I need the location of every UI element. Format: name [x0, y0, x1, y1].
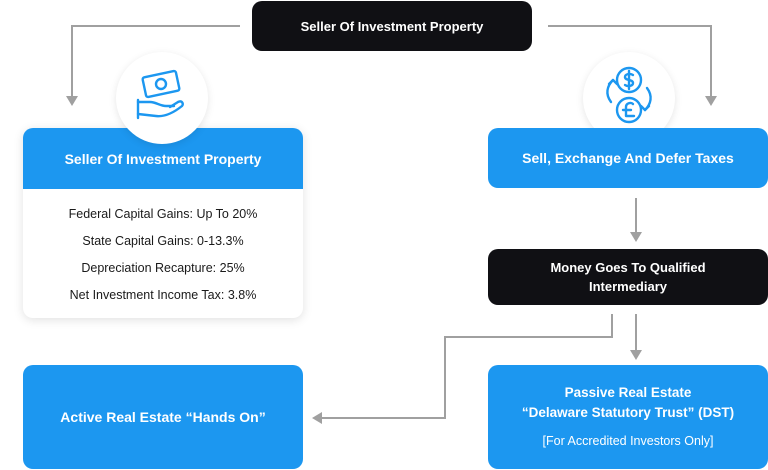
exchange-label: Sell, Exchange And Defer Taxes — [522, 150, 734, 166]
active-label: Active Real Estate “Hands On” — [60, 409, 266, 425]
tax-line-depreciation: Depreciation Recapture: 25% — [81, 261, 245, 275]
passive-line-2: “Delaware Statutory Trust” (DST) — [521, 405, 735, 420]
passive-line-1: Passive Real Estate — [564, 385, 692, 400]
intermediary-label: Money Goes To Qualified Intermediary — [550, 260, 706, 294]
tax-line-niit: Net Investment Income Tax: 3.8% — [69, 288, 257, 302]
tax-line-federal: Federal Capital Gains: Up To 20% — [68, 207, 258, 221]
arrowhead-active — [312, 412, 322, 424]
seller-card: Seller Of Investment Property Federal Ca… — [23, 128, 303, 318]
seller-top-label: Seller Of Investment Property — [300, 18, 484, 34]
arrow-intermediary-to-active — [322, 314, 613, 419]
seller-top-box: Seller Of Investment Property — [252, 1, 532, 51]
arrowhead-passive — [630, 350, 642, 360]
tax-line-state: State Capital Gains: 0-13.3% — [82, 234, 244, 248]
arrow-top-left — [71, 25, 240, 96]
passive-real-estate-box: Passive Real Estate “Delaware Statutory … — [488, 365, 768, 469]
currency-exchange-icon — [606, 66, 652, 124]
arrowhead-left-card — [66, 96, 78, 106]
arrow-top-right — [548, 25, 712, 96]
exchange-box: Sell, Exchange And Defer Taxes — [488, 128, 768, 188]
tax-list: Federal Capital Gains: Up To 20% State C… — [23, 189, 303, 309]
arrowhead-intermediary — [630, 232, 642, 242]
accredited-note: [For Accredited Investors Only] — [542, 434, 714, 448]
intermediary-box: Money Goes To Qualified Intermediary — [488, 249, 768, 305]
arrowhead-right-box — [705, 96, 717, 106]
hand-cash-circle — [116, 52, 208, 144]
hand-with-cash-icon — [136, 69, 184, 120]
active-real-estate-box: Active Real Estate “Hands On” — [23, 365, 303, 469]
seller-card-title: Seller Of Investment Property — [64, 150, 262, 167]
